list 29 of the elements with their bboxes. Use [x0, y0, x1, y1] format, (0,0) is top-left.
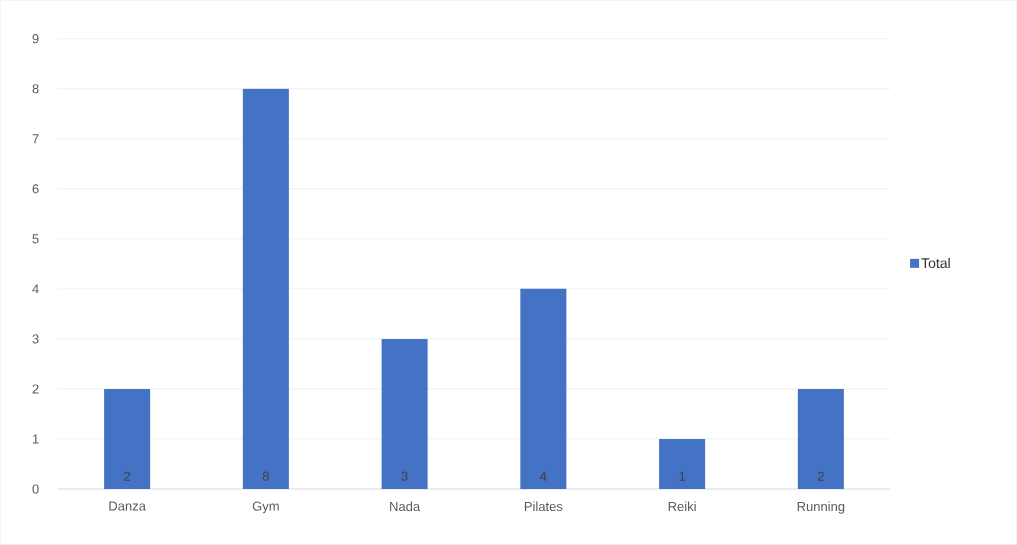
bar: [242, 88, 289, 490]
bar: [381, 339, 428, 490]
bar: [520, 289, 567, 490]
legend-label: Total: [921, 257, 950, 269]
data-label: 4: [540, 471, 547, 481]
bar: [659, 439, 706, 490]
data-label: 2: [817, 471, 824, 481]
x-tick-label: Pilates: [524, 501, 563, 512]
y-tick-label: 6: [32, 184, 39, 194]
bar: [104, 389, 151, 490]
y-tick-label: 3: [32, 334, 39, 344]
data-label: 1: [679, 471, 686, 481]
x-tick-label: Running: [797, 501, 845, 514]
x-tick-label: Danza: [109, 501, 146, 511]
data-label: 3: [401, 471, 408, 481]
data-label: 8: [262, 471, 269, 481]
x-tick-label: Reiki: [668, 501, 696, 512]
y-tick-label: 2: [32, 384, 39, 394]
y-tick-label: 4: [32, 284, 39, 294]
y-tick-label: 8: [32, 84, 39, 94]
y-tick-label: 9: [32, 34, 39, 44]
y-tick-label: 0: [32, 484, 39, 494]
bar: [797, 389, 844, 490]
x-tick-label: Nada: [390, 501, 421, 512]
data-label: 2: [124, 471, 131, 481]
y-tick-label: 5: [32, 234, 39, 244]
y-tick-label: 1: [32, 434, 39, 444]
y-tick-label: 7: [32, 134, 39, 144]
x-tick-label: Gym: [252, 501, 279, 514]
